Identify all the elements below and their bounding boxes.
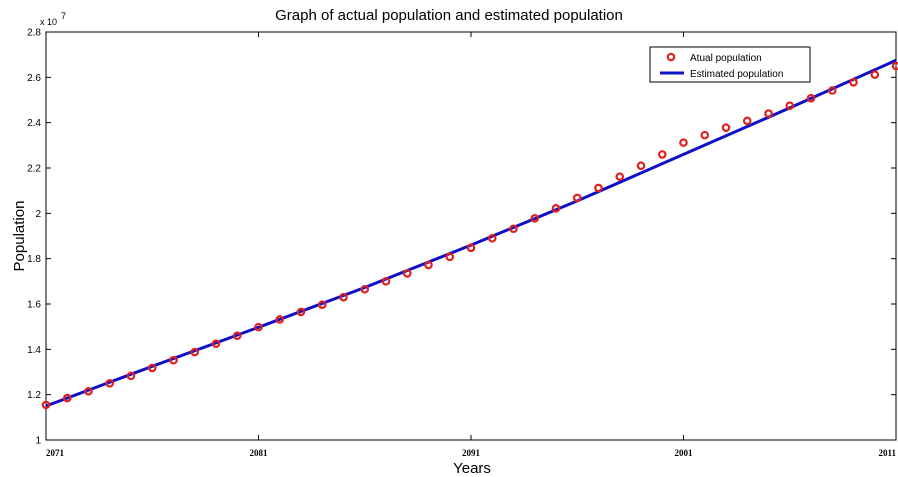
legend: Atual population Estimated population	[649, 46, 811, 83]
x-tick-label: 2011	[878, 448, 896, 458]
data-point-actual	[594, 183, 603, 193]
y-axis: 1 1.2 1.4 1.6 1.8 2 2.2 2.4 2.6 2.8	[27, 28, 896, 447]
data-point-actual	[785, 101, 795, 110]
data-point-actual	[296, 307, 306, 317]
data-point-actual	[657, 150, 667, 159]
data-point-actual	[870, 70, 880, 79]
data-point-actual	[509, 224, 518, 234]
data-point-actual	[41, 400, 51, 410]
data-point-actual	[105, 379, 115, 388]
data-point-actual	[275, 315, 285, 324]
x-tick-label: 2071	[46, 448, 65, 458]
x-axis-label: Years	[453, 460, 491, 477]
data-point-actual	[572, 193, 582, 203]
data-point-actual	[487, 233, 497, 243]
data-point-actual	[381, 277, 391, 286]
y-tick-label: 2.2	[27, 164, 41, 175]
data-point-actual	[679, 138, 688, 147]
y-tick-label: 1.8	[27, 254, 41, 265]
x-tick-label: 2091	[462, 448, 481, 458]
data-point-actual	[891, 61, 898, 71]
data-point-actual	[742, 116, 752, 126]
data-point-actual	[254, 322, 263, 332]
data-point-actual	[360, 284, 370, 294]
plot-area	[45, 31, 897, 441]
y-axis-label: Population	[11, 201, 28, 272]
y-multiplier-label: x 10	[40, 17, 57, 27]
data-point-actual	[530, 214, 540, 223]
chart-title: Graph of actual population and estimated…	[275, 7, 623, 24]
y-tick-label: 2	[35, 209, 41, 220]
y-tick-label: 2.8	[27, 28, 41, 39]
data-point-actual	[849, 78, 858, 87]
data-point-actual	[424, 260, 433, 270]
y-tick-label: 1.4	[27, 345, 41, 356]
x-axis: 2071 2081 2091 2001 2011	[45, 32, 897, 458]
data-point-actual	[169, 355, 178, 365]
data-point-actual	[211, 339, 221, 348]
series-layer	[41, 58, 898, 410]
data-point-actual	[721, 123, 731, 132]
data-point-actual	[339, 292, 348, 302]
legend-box	[649, 46, 811, 83]
data-point-actual	[764, 109, 773, 118]
data-point-actual	[636, 161, 646, 171]
y-tick-label: 1	[35, 436, 41, 447]
legend-marker-actual	[666, 52, 676, 62]
data-point-actual	[147, 363, 157, 373]
data-point-actual	[827, 86, 837, 95]
y-tick-label: 1.6	[27, 300, 41, 311]
data-point-actual	[445, 252, 455, 262]
data-point-actual	[62, 393, 72, 403]
data-point-actual	[615, 172, 625, 181]
data-point-actual	[700, 130, 710, 140]
data-point-actual	[806, 93, 816, 103]
data-point-actual	[317, 300, 327, 309]
data-point-actual	[402, 269, 412, 278]
legend-label-actual: Atual population	[690, 53, 762, 64]
data-point-actual	[232, 331, 242, 341]
data-point-actual	[466, 243, 476, 253]
y-tick-label: 2.6	[27, 73, 41, 84]
y-tick-label: 1.2	[27, 390, 41, 401]
data-point-actual	[551, 204, 561, 213]
y-multiplier-exponent: 7	[61, 11, 66, 21]
data-point-actual	[126, 371, 136, 381]
y-tick-label: 2.4	[27, 118, 41, 129]
data-point-actual	[84, 386, 93, 396]
legend-label-estimated: Estimated population	[690, 69, 783, 80]
x-tick-label: 2001	[675, 448, 694, 458]
x-tick-label: 2081	[250, 448, 269, 458]
data-point-actual	[190, 347, 200, 357]
